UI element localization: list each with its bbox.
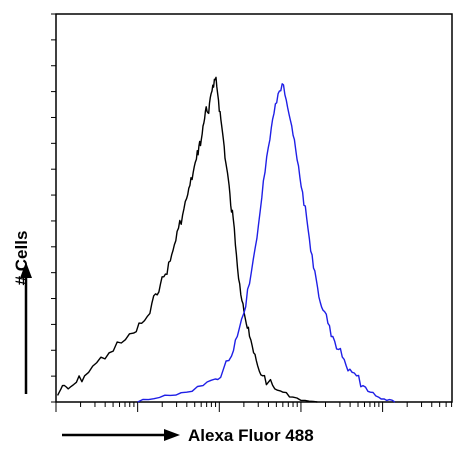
plot-frame [55,13,453,403]
y-axis-label: # Cells [12,230,31,286]
y-axis-label-container: # Cells [12,150,36,410]
y-arrow-head [20,262,32,278]
x-arrow-head [164,429,180,441]
histogram-trace-2 [137,83,396,403]
x-axis-label: Alexa Fluor 488 [188,426,314,445]
histogram-trace-1 [56,76,318,403]
